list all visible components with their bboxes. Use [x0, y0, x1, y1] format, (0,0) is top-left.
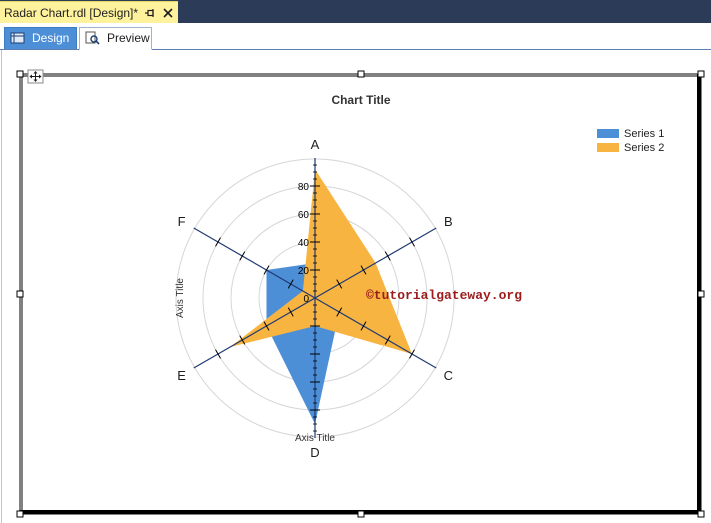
radar-series[interactable] [230, 169, 412, 424]
spoke-F [193, 227, 316, 299]
value-axis-title[interactable]: Axis Title [175, 278, 186, 318]
close-icon[interactable] [162, 7, 174, 19]
spoke-tick [336, 279, 343, 289]
spoke-tick [239, 251, 246, 261]
tab-design-label: Design [32, 31, 70, 45]
category-label-A: A [311, 137, 320, 152]
resize-handle[interactable] [697, 70, 705, 78]
value-tick-label: 20 [298, 266, 310, 277]
spoke-tick [215, 349, 221, 359]
radar-spokes [193, 158, 437, 438]
legend-swatch-series-1 [597, 129, 619, 138]
category-label-B: B [444, 214, 453, 229]
spoke-B [314, 227, 437, 299]
value-tick-label: 40 [298, 238, 310, 249]
spoke-tick [239, 335, 246, 345]
spoke-tick [263, 321, 270, 331]
legend-label-series-2: Series 2 [624, 142, 664, 154]
preview-magnifier-icon [85, 31, 100, 45]
legend-label-series-1: Series 1 [624, 128, 664, 140]
spoke-tick [409, 237, 415, 247]
chart-legend[interactable]: Series 1 Series 2 [597, 128, 664, 154]
spoke-tick [263, 265, 270, 275]
category-labels: A B C D E F [177, 137, 453, 460]
move-handle-icon[interactable] [27, 69, 44, 84]
spoke-tick [287, 279, 294, 289]
resize-handles[interactable] [16, 70, 705, 518]
series-2-area[interactable] [230, 169, 412, 354]
document-tab[interactable]: Radar Chart.rdl [Design]* [0, 1, 178, 23]
spoke-C [314, 297, 437, 369]
document-tab-title: Radar Chart.rdl [Design]* [4, 6, 139, 20]
spoke-tick [360, 321, 367, 331]
legend-swatch-series-2 [597, 143, 619, 152]
value-tick-label: 60 [298, 210, 310, 221]
category-label-E: E [177, 368, 186, 383]
tab-strip-divider [0, 49, 711, 50]
category-label-C: C [444, 368, 453, 383]
value-axis-tick-labels: 0 20 40 60 80 [298, 182, 310, 305]
spoke-tick [287, 307, 294, 317]
value-tick-label: 0 [303, 294, 309, 305]
tab-preview-label: Preview [107, 31, 150, 45]
category-axis-title[interactable]: Axis Title [295, 433, 335, 444]
resize-handle[interactable] [357, 70, 365, 78]
spoke-tick [215, 237, 221, 247]
pin-icon[interactable] [144, 7, 156, 19]
report-body-edge [1, 50, 2, 523]
resize-handle[interactable] [697, 290, 705, 298]
resize-handle[interactable] [16, 290, 24, 298]
design-ruler-icon [10, 32, 25, 44]
resize-handle[interactable] [16, 510, 24, 518]
tab-design[interactable]: Design [4, 27, 77, 49]
spoke-tick [409, 349, 415, 359]
spoke-tick [384, 251, 391, 261]
value-tick-label: 80 [298, 182, 310, 193]
tab-preview[interactable]: Preview [79, 27, 152, 50]
chart-title[interactable]: Chart Title [331, 93, 390, 107]
spoke-E [193, 297, 316, 369]
category-label-F: F [178, 214, 186, 229]
spoke-tick [384, 335, 391, 345]
spoke-tick [360, 265, 367, 275]
resize-handle[interactable] [357, 510, 365, 518]
resize-handle[interactable] [697, 510, 705, 518]
spoke-tick [336, 307, 343, 317]
resize-handle[interactable] [16, 70, 24, 78]
watermark-text: ©tutorialgateway.org [366, 288, 522, 303]
category-label-D: D [310, 445, 319, 460]
